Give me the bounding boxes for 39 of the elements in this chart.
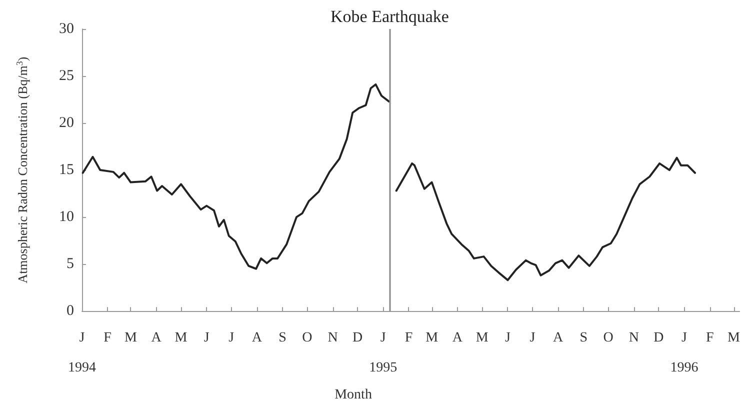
x-tick-label: N (328, 330, 338, 346)
x-tick-label: A (452, 330, 464, 346)
x-tick-label: D (654, 330, 664, 346)
x-tick-label: A (252, 330, 263, 346)
x-tick-label: D (352, 330, 363, 346)
x-tick-label: S (278, 330, 286, 346)
x-tick-label: F (104, 330, 112, 346)
line-series (395, 156, 696, 282)
x-tick-label: M (174, 330, 188, 346)
x-tick-label: J (504, 330, 511, 346)
y-tick-label: 30 (59, 21, 74, 37)
ref-line-label: Kobe Earthquake (330, 7, 449, 26)
x-tick-label: S (580, 330, 588, 346)
x-tick-label: M (124, 330, 138, 346)
x-tick-label: M (426, 330, 439, 346)
x-tick-label: M (476, 330, 489, 346)
y-axis-title: Atmospheric Radon Concentration (Bq/m3) (14, 56, 30, 284)
x-tick-label: J 1996 (670, 330, 698, 376)
x-tick-label: N (628, 330, 640, 346)
x-tick-label: A (552, 330, 564, 346)
line-series (82, 83, 390, 270)
x-tick-label: A (151, 330, 162, 346)
x-tick-label: J (204, 330, 210, 346)
x-tick-label: J 1995 (369, 330, 398, 376)
x-axis-title: Month (334, 388, 372, 402)
x-tick-label: M (728, 330, 741, 346)
y-tick-label: 25 (59, 68, 74, 84)
y-tick-label: 0 (66, 303, 74, 320)
x-tick-label: J (530, 330, 536, 346)
y-tick-label: 20 (59, 115, 74, 132)
x-tick-label: O (302, 330, 312, 346)
x-tick-label: F (404, 330, 413, 346)
x-tick-label: J (228, 330, 235, 346)
x-tick-label: F (706, 330, 714, 346)
x-tick-label: O (603, 330, 614, 346)
y-tick-label: 10 (59, 209, 74, 226)
y-tick-label: 5 (66, 256, 74, 272)
y-tick-label: 15 (59, 162, 74, 178)
x-tick-label: J 1994 (68, 330, 96, 376)
